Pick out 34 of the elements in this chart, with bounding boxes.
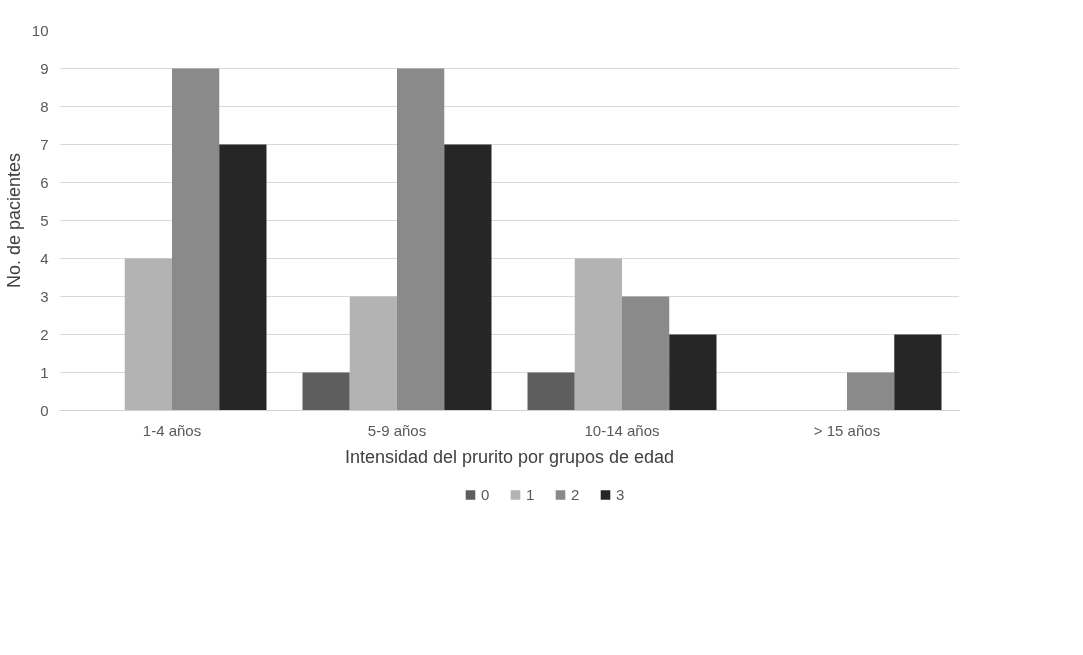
y-axis-title: No. de pacientes (3, 152, 24, 289)
y-tick-label: 10 (31, 21, 49, 39)
legend-label: 3 (616, 485, 626, 503)
legend-label: 0 (481, 485, 491, 503)
legend-label: 2 (571, 485, 581, 503)
bar (397, 68, 445, 411)
x-axis-title: Intensidad del prurito por grupos de edad (344, 446, 675, 467)
bar (302, 372, 350, 411)
y-tick-label: 4 (40, 249, 49, 267)
bar (444, 144, 492, 411)
y-tick-label: 2 (40, 325, 49, 343)
bar (847, 372, 895, 411)
y-tick-label: 3 (40, 287, 49, 305)
bar (219, 144, 267, 411)
bar (527, 372, 575, 411)
y-tick-label: 6 (40, 173, 49, 191)
bar (622, 296, 670, 411)
bar (669, 334, 717, 411)
y-tick-label: 5 (40, 211, 49, 229)
x-tick-label: 10-14 años (584, 421, 660, 439)
y-tick-label: 0 (40, 401, 49, 419)
x-tick-label: > 15 años (813, 421, 881, 439)
y-tick-label: 1 (40, 363, 49, 381)
legend-label: 1 (526, 485, 536, 503)
bar (574, 258, 622, 411)
x-tick-label: 5-9 años (367, 421, 427, 439)
bar (124, 258, 172, 411)
bar (172, 68, 220, 411)
bar (349, 296, 397, 411)
y-tick-label: 7 (40, 135, 49, 153)
x-tick-label: 1-4 años (142, 421, 202, 439)
bar (894, 334, 942, 411)
y-tick-label: 9 (40, 59, 49, 77)
y-tick-label: 8 (40, 97, 49, 115)
